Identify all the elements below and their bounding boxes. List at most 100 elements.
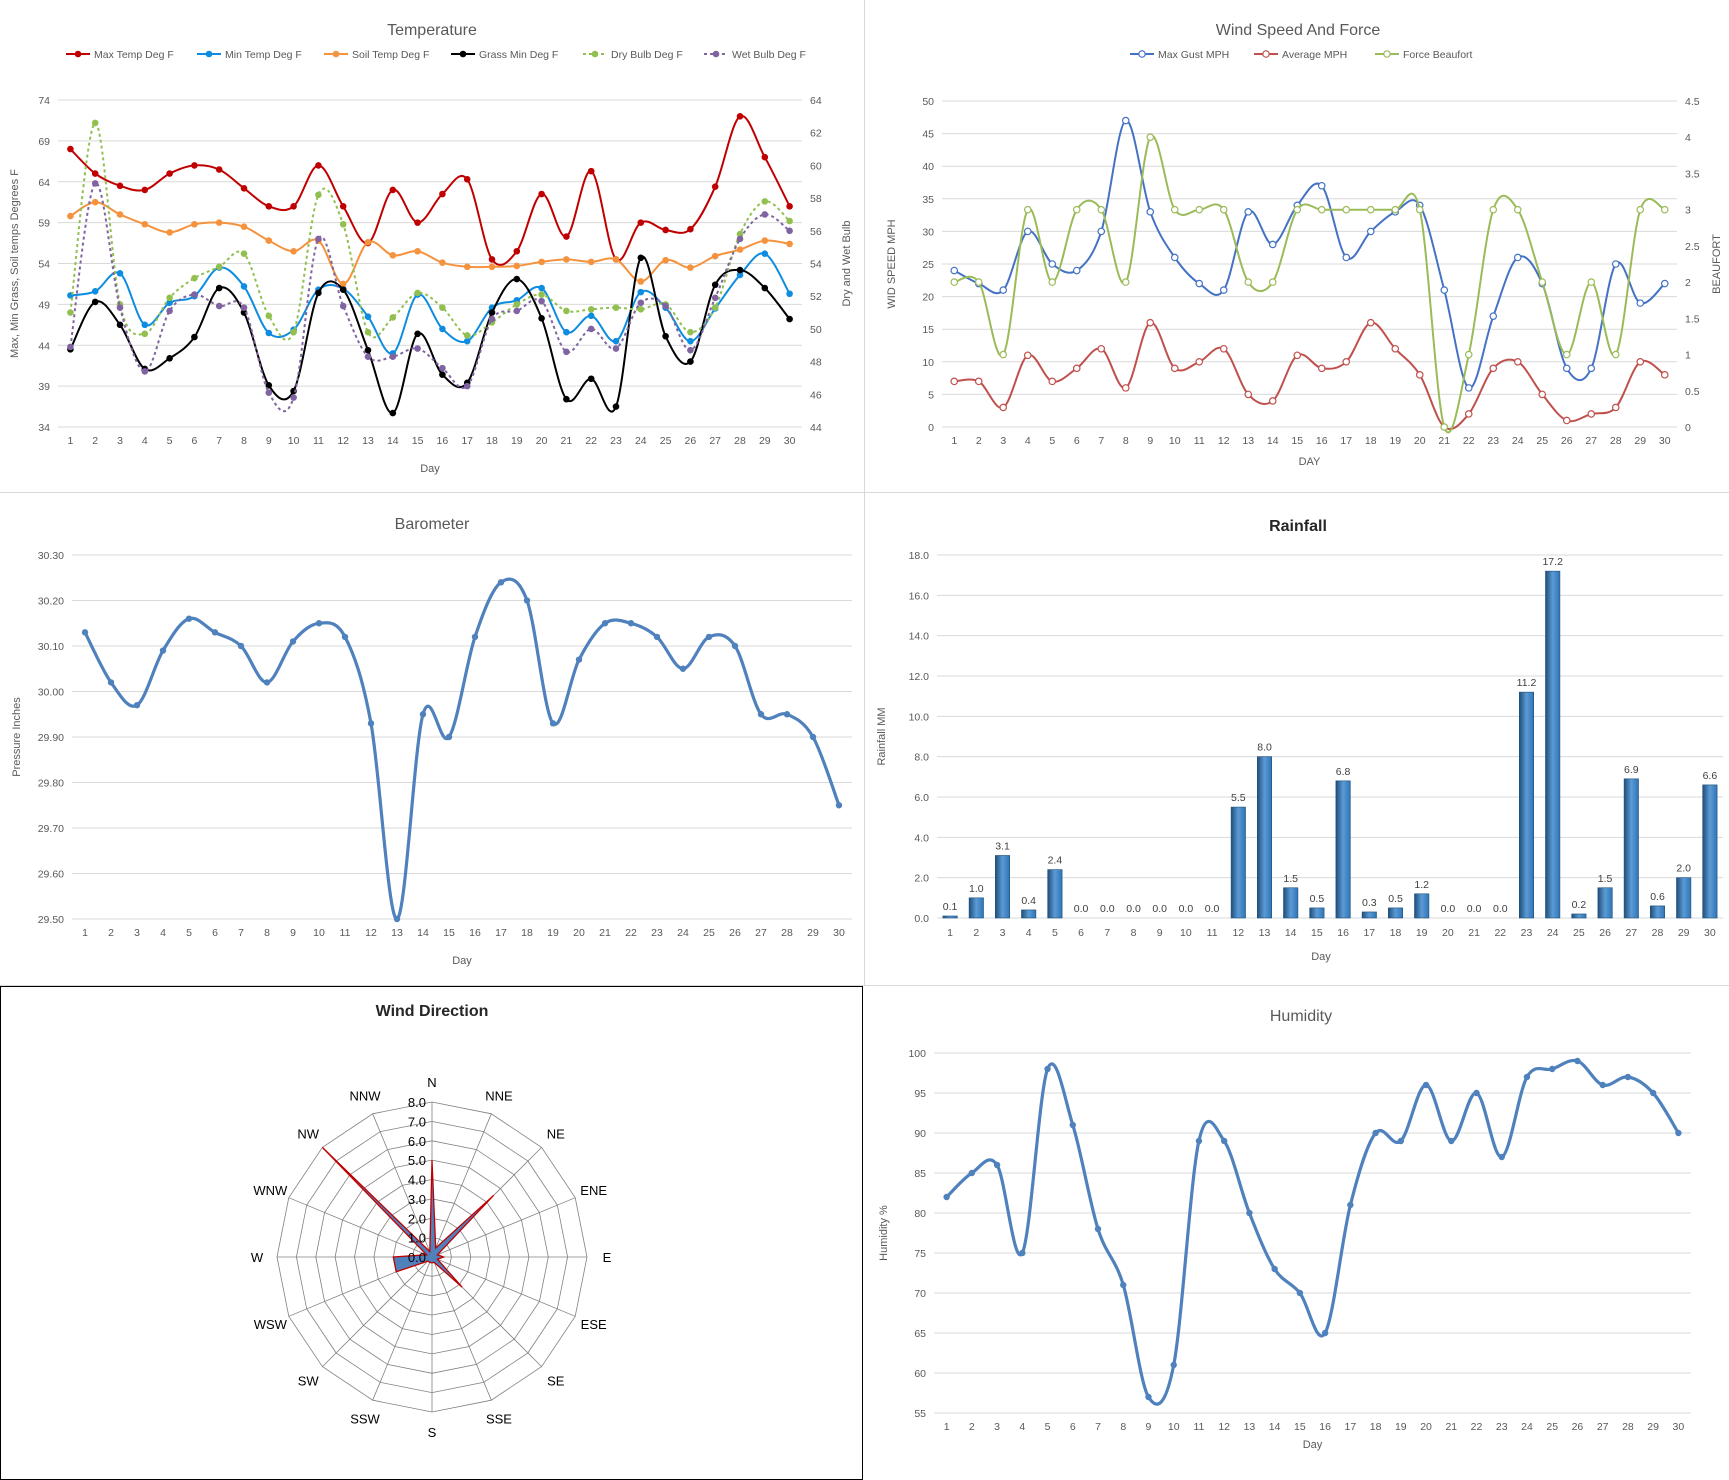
data-point: [315, 162, 322, 169]
data-point: [1675, 1129, 1682, 1137]
data-point: [414, 247, 421, 255]
bar-data-label: 0.0: [1179, 903, 1194, 915]
data-point: [1562, 364, 1571, 373]
x-tick-label: 26: [1561, 435, 1573, 447]
x-tick-label: 11: [1193, 1421, 1204, 1433]
x-tick-label: 18: [1390, 927, 1402, 939]
y2-tick-label: 44: [810, 422, 822, 434]
data-point: [1422, 1081, 1430, 1089]
data-point: [1219, 286, 1228, 294]
y2-tick-label: 3: [1685, 205, 1691, 217]
data-point: [240, 304, 248, 311]
bar-data-label: 2.0: [1676, 863, 1691, 875]
legend-swatch-marker: [74, 50, 82, 58]
x-tick-label: 7: [1104, 927, 1110, 939]
data-point: [1296, 1289, 1304, 1297]
legend-label: Soil Temp Deg F: [352, 49, 429, 61]
x-tick-label: 3: [1000, 927, 1006, 939]
x-tick-label: 6: [212, 927, 218, 939]
x-tick-label: 24: [635, 435, 647, 447]
data-point: [1415, 371, 1424, 379]
y-tick-label: 10: [922, 357, 934, 369]
y-tick-label: 25: [922, 259, 934, 271]
data-point: [974, 278, 983, 286]
data-point: [1170, 205, 1179, 214]
data-point: [1019, 1249, 1026, 1257]
data-point: [637, 299, 645, 307]
x-tick-label: 17: [1340, 435, 1352, 447]
x-tick-label: 14: [1269, 1421, 1281, 1433]
data-point: [1220, 1137, 1228, 1145]
x-tick-label: 1: [951, 435, 957, 447]
y-tick-label: 85: [914, 1168, 926, 1180]
data-point: [67, 145, 74, 153]
data-point: [1145, 1393, 1152, 1401]
legend-label: Max Gust MPH: [1158, 49, 1229, 61]
x-tick-label: 1: [67, 435, 73, 447]
bar-data-label: 0.0: [1074, 903, 1089, 915]
data-point: [1072, 364, 1081, 373]
data-point: [439, 304, 446, 311]
data-point: [549, 720, 557, 727]
y2-tick-label: 52: [810, 291, 822, 303]
x-tick-label: 6: [1070, 1421, 1076, 1433]
direction-label: NNE: [485, 1088, 513, 1103]
data-point: [637, 305, 645, 313]
data-point: [1219, 344, 1228, 353]
y-tick-label: 80: [914, 1208, 926, 1220]
bar-data-label: 1.0: [969, 883, 984, 895]
y-tick-label: 50: [922, 96, 934, 108]
data-point: [950, 278, 959, 286]
x-tick-label: 10: [1180, 927, 1192, 939]
data-point: [389, 409, 397, 417]
data-point: [1170, 253, 1179, 262]
x-tick-label: 16: [1316, 435, 1328, 447]
x-tick-label: 3: [994, 1421, 1000, 1433]
x-tick-label: 11: [1194, 435, 1205, 447]
data-point: [91, 198, 99, 206]
y-tick-label: 30.30: [38, 550, 64, 562]
data-point: [159, 647, 167, 654]
data-point: [364, 313, 372, 320]
data-point: [265, 312, 273, 320]
radial-tick-label: 7.0: [408, 1114, 426, 1129]
data-point: [265, 382, 273, 389]
bar-data-label: 0.0: [1152, 903, 1167, 915]
data-point: [587, 258, 595, 266]
bar: [1283, 887, 1299, 919]
y-tick-label: 59: [38, 218, 50, 230]
data-point: [463, 175, 471, 183]
data-point: [1660, 371, 1669, 379]
x-tick-label: 27: [1597, 1421, 1609, 1433]
data-point: [1636, 299, 1645, 307]
data-point: [1342, 253, 1351, 262]
y-tick-label: 35: [922, 194, 934, 206]
data-point: [191, 220, 198, 228]
x-tick-label: 29: [1647, 1421, 1659, 1433]
y-tick-label: 0: [928, 422, 934, 434]
wind-speed-chart: Wind Speed And Force05101520253035404550…: [886, 22, 1723, 468]
data-point: [107, 679, 115, 686]
y-tick-label: 30.00: [38, 687, 64, 699]
direction-label: NNW: [350, 1088, 382, 1103]
data-point: [1489, 364, 1498, 373]
bar-data-label: 0.0: [1126, 903, 1141, 915]
legend-item: Min Temp Deg F: [197, 49, 302, 61]
y-axis-title: Pressure Inches: [11, 697, 23, 777]
x-tick-label: 22: [585, 435, 597, 447]
y2-axis-title: BEAUFORT: [1711, 234, 1723, 294]
data-point: [1549, 1065, 1556, 1073]
bar-data-label: 6.8: [1336, 766, 1351, 778]
data-point: [513, 262, 521, 270]
y-tick-label: 29.90: [38, 732, 64, 744]
y-tick-label: 49: [38, 299, 50, 311]
y-tick-label: 44: [38, 340, 50, 352]
bar: [1256, 756, 1273, 919]
bar-data-label: 0.6: [1650, 891, 1665, 903]
data-point: [265, 237, 273, 244]
bar-data-label: 0.0: [1467, 903, 1482, 915]
data-point: [191, 274, 198, 282]
x-tick-label: 9: [290, 927, 296, 939]
data-point: [91, 298, 99, 306]
data-point: [1121, 116, 1130, 125]
